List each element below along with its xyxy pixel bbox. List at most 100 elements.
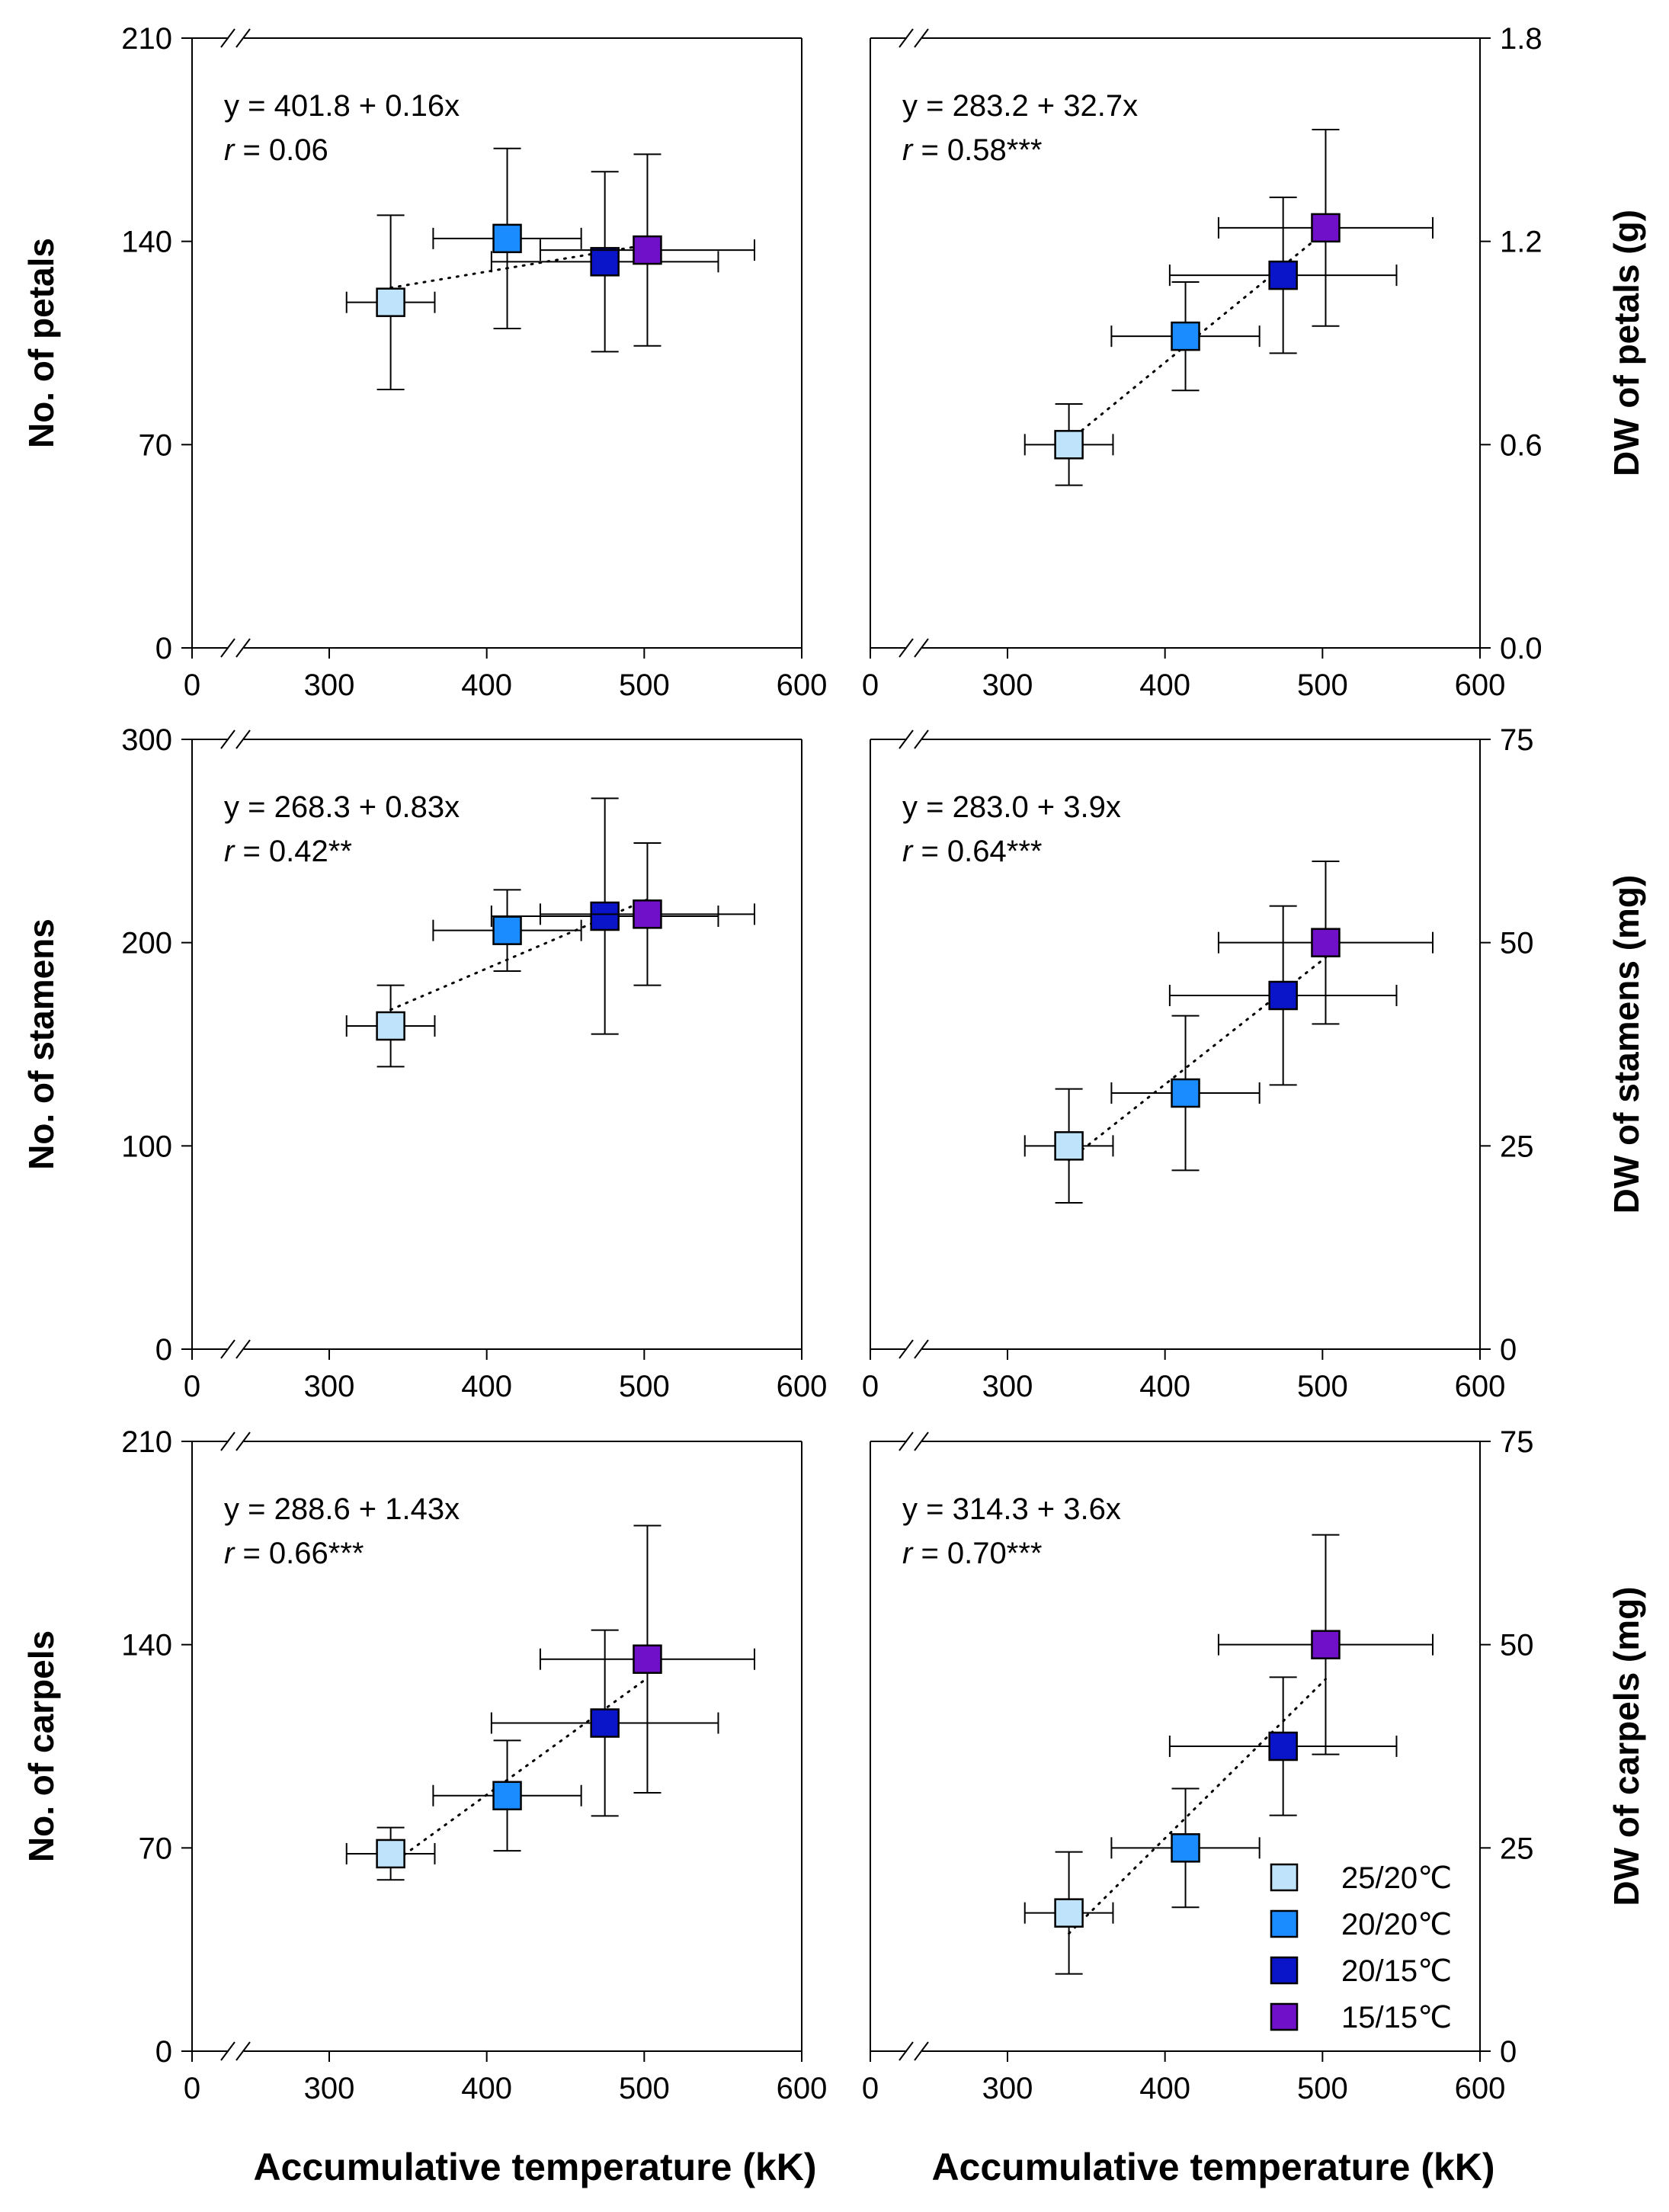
x-tick-label: 400 (1139, 1370, 1190, 1403)
chart-panel-carpels-number: 0 300 400 500 600 0 70 140 210 No. of carpels Accu… (21, 1425, 827, 2188)
y-axis-label: No. of carpels (21, 1630, 61, 1862)
regression-line (389, 1676, 649, 1866)
x-tick-label: 600 (1455, 2072, 1506, 2105)
x-tick-label: 300 (982, 668, 1033, 702)
data-marker (1311, 928, 1341, 957)
data-point-2 (1168, 1676, 1398, 1816)
r-value: = 0.64*** (912, 835, 1042, 868)
data-point-3 (539, 1524, 755, 1794)
correlation-label: r = 0.70*** (902, 1537, 1042, 1570)
axis-break-mark (914, 729, 929, 749)
data-point-1 (432, 1739, 582, 1852)
y-tick-label: 210 (121, 1425, 172, 1459)
x-tick-label: 300 (304, 1370, 355, 1403)
data-point-1 (432, 889, 582, 972)
data-point-3 (1217, 129, 1434, 327)
axis-break-mark (914, 1339, 929, 1359)
axis-break-mark (914, 2041, 929, 2061)
data-point-2 (1168, 905, 1398, 1086)
correlation-label: r = 0.06 (224, 133, 328, 167)
data-point-3 (1217, 1534, 1434, 1755)
x-tick-label: 300 (982, 1370, 1033, 1403)
regression-equation: y = 288.6 + 1.43x (224, 1492, 460, 1526)
data-point-3 (539, 842, 755, 986)
axis-break-mark (220, 2041, 235, 2061)
x-tick-label: 600 (777, 668, 828, 702)
axis-break-mark (220, 729, 235, 749)
y-tick-label: 1.2 (1500, 226, 1542, 259)
legend-label: 25/20℃ (1341, 1861, 1452, 1895)
y-tick-label: 25 (1500, 1130, 1534, 1163)
data-marker (1171, 1078, 1200, 1108)
axis-break-mark (220, 1339, 235, 1359)
data-point-0 (1024, 403, 1114, 486)
data-point-1 (1110, 1787, 1261, 1909)
y-tick-label: 70 (139, 1832, 173, 1865)
correlation-label: r = 0.42** (224, 835, 352, 868)
y-tick-label: 100 (121, 1130, 172, 1163)
data-marker (1268, 1731, 1298, 1762)
legend-label: 20/15℃ (1341, 1954, 1452, 1988)
x-tick-label: 500 (619, 1370, 670, 1403)
r-symbol: r (902, 835, 914, 868)
y-tick-label: 75 (1500, 1425, 1534, 1459)
data-point-0 (1024, 1088, 1114, 1204)
data-marker (492, 915, 522, 945)
r-symbol: r (224, 133, 235, 167)
chart-panel-petals-number: 0 300 400 500 600 0 70 140 210 No. of petals y = 4… (21, 22, 827, 702)
data-point-1 (432, 147, 582, 329)
data-point-2 (1168, 196, 1398, 354)
data-point-0 (345, 984, 436, 1068)
x-tick-label: 400 (461, 668, 512, 702)
legend-swatch (1270, 2002, 1299, 2031)
data-marker (590, 247, 620, 277)
r-value: = 0.66*** (234, 1537, 364, 1570)
r-symbol: r (902, 1537, 914, 1570)
y-axis-label: DW of stamens (mg) (1607, 875, 1646, 1214)
data-point-0 (1024, 1851, 1114, 1975)
y-axis-label: No. of petals (21, 238, 61, 448)
regression-equation: y = 314.3 + 3.6x (902, 1492, 1121, 1526)
y-tick-label: 25 (1500, 1832, 1534, 1865)
data-marker (590, 901, 620, 931)
axis-break-mark (899, 1431, 914, 1451)
correlation-label: r = 0.64*** (902, 835, 1042, 868)
data-point-0 (345, 214, 436, 390)
axis-break-mark (899, 638, 914, 658)
x-tick-label: 600 (777, 2072, 828, 2105)
y-axis-label: No. of stamens (21, 918, 61, 1170)
axis-break-mark (235, 729, 251, 749)
axis-break-mark (899, 1339, 914, 1359)
x-tick-label: 500 (1297, 2072, 1348, 2105)
data-point-2 (490, 1629, 719, 1817)
data-marker (1268, 980, 1298, 1011)
data-marker (1311, 213, 1341, 243)
x-tick-label: 300 (304, 2072, 355, 2105)
x-tick-label: 300 (304, 668, 355, 702)
x-tick-label: 0 (184, 1370, 200, 1403)
axis-break-mark (235, 638, 251, 658)
y-tick-label: 1.8 (1500, 22, 1542, 56)
data-marker (1054, 1898, 1084, 1928)
y-tick-label: 0.6 (1500, 428, 1542, 462)
y-tick-label: 140 (121, 1629, 172, 1662)
axis-break-mark (899, 729, 914, 749)
data-point-3 (1217, 861, 1434, 1025)
regression-equation: y = 401.8 + 0.16x (224, 89, 460, 123)
data-marker (1054, 1131, 1084, 1161)
y-tick-label: 300 (121, 723, 172, 757)
axis-break-mark (899, 28, 914, 48)
x-axis-label: Accumulative temperature (kK) (253, 2146, 816, 2188)
legend-swatch (1270, 1909, 1299, 1938)
y-tick-label: 50 (1500, 927, 1534, 960)
data-point-2 (490, 797, 719, 1035)
r-value: = 0.42** (234, 835, 352, 868)
r-symbol: r (224, 835, 235, 868)
x-tick-label: 400 (461, 1370, 512, 1403)
y-axis-label: DW of carpels (mg) (1607, 1586, 1646, 1906)
r-symbol: r (224, 1537, 235, 1570)
x-tick-label: 500 (1297, 668, 1348, 702)
data-point-1 (1110, 281, 1261, 392)
